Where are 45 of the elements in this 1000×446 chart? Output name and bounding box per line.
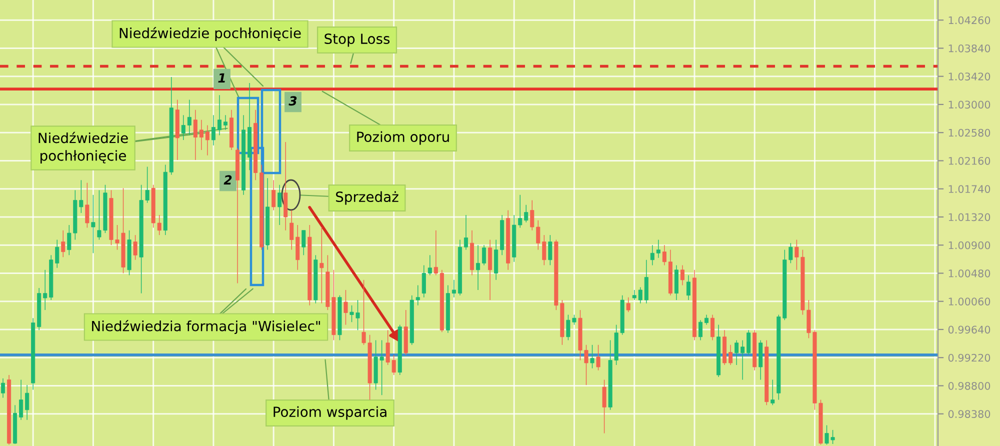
y-tick-label: 0.99640 xyxy=(948,326,990,334)
y-tick-label: 1.00480 xyxy=(948,269,990,278)
annotation: Sprzedaż xyxy=(336,191,398,205)
annotation: Niedźwiedzia formacja "Wisielec" xyxy=(92,320,320,334)
y-tick-label: 1.03840 xyxy=(948,44,990,52)
y-tick-label: 1.02160 xyxy=(948,156,990,165)
y-tick-label: 1.03420 xyxy=(948,72,990,80)
candlestick xyxy=(464,214,468,250)
annotation: 1 xyxy=(218,73,225,82)
candlestick xyxy=(235,148,240,284)
candlestick xyxy=(248,83,252,170)
annotation: 2 xyxy=(224,175,232,184)
y-tick-label: 1.03000 xyxy=(948,100,990,109)
y-tick-label: 1.00900 xyxy=(948,241,990,250)
annotation: Niedźwiedzie pochłonięcie xyxy=(38,132,128,164)
candlestick xyxy=(428,255,432,276)
y-tick-label: 0.98800 xyxy=(948,382,990,390)
candlestick xyxy=(518,194,522,228)
y-tick-label: 1.01320 xyxy=(948,213,990,222)
candlestick xyxy=(187,100,192,136)
candlestick xyxy=(199,120,204,150)
candlestick xyxy=(416,285,420,306)
ref-line-label: Stop Loss xyxy=(324,34,390,47)
y-tick-label: 1.02580 xyxy=(948,128,990,137)
y-tick-label: 0.98380 xyxy=(948,410,990,418)
y-tick-label: 1.04260 xyxy=(948,16,990,24)
candlestick xyxy=(452,280,456,298)
candlestick xyxy=(476,245,480,290)
candlestick xyxy=(43,270,48,310)
candlestick xyxy=(181,115,186,140)
annotation: 3 xyxy=(288,96,297,106)
candlestick xyxy=(284,142,288,230)
candlestick xyxy=(650,245,654,266)
ref-line-label: Poziom wsparcia xyxy=(274,406,386,420)
candlestick xyxy=(217,95,222,136)
y-tick-label: 0.99220 xyxy=(948,354,990,362)
y-tick-label: 1.01740 xyxy=(948,185,990,193)
candlestick xyxy=(656,240,660,258)
y-tick-label: 1.00060 xyxy=(948,298,990,306)
annotation: Niedźwiedzie pochłonięcie xyxy=(120,27,301,41)
candlestick xyxy=(223,115,228,130)
candlestick xyxy=(740,340,745,380)
candlestick xyxy=(205,125,210,156)
candlestick xyxy=(434,230,438,276)
ref-line-label: Poziom oporu xyxy=(357,131,449,145)
